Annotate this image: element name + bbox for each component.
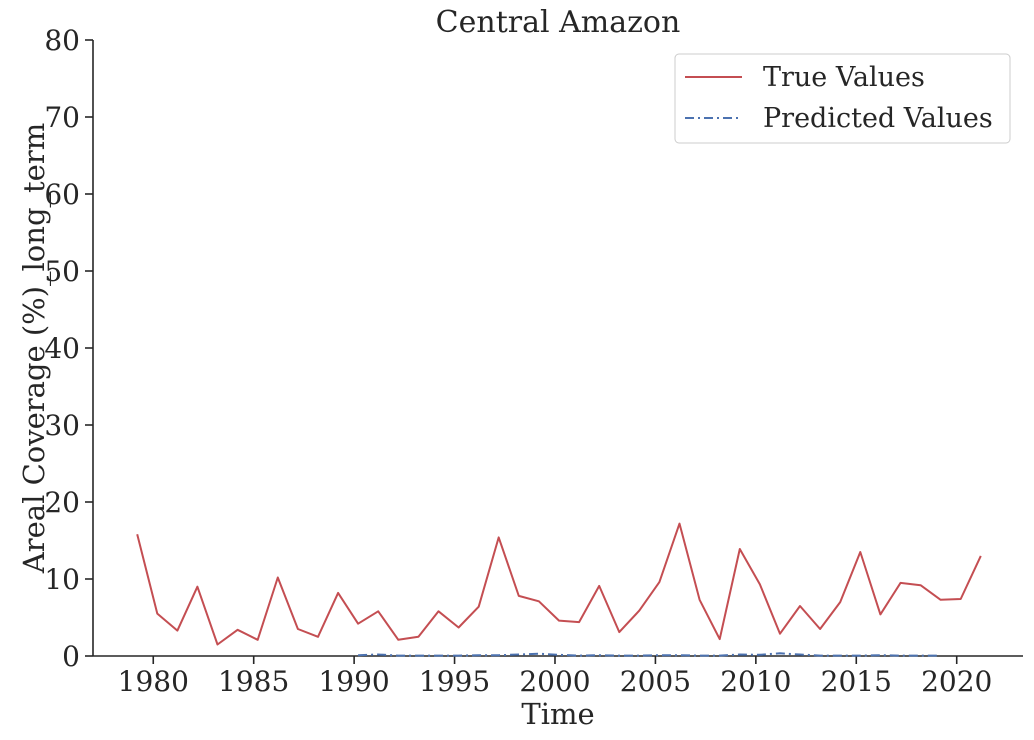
legend-box — [674, 53, 1011, 144]
y-tick-label: 20 — [44, 486, 80, 519]
x-tick-label: 1985 — [218, 665, 289, 698]
y-tick-label: 50 — [44, 255, 80, 288]
x-tick-label: 2015 — [821, 665, 892, 698]
series-line-predicted-values — [358, 652, 941, 657]
x-tick-label: 2010 — [720, 665, 791, 698]
series-line-true-values — [136, 522, 982, 646]
x-tick-label: 1990 — [318, 665, 389, 698]
y-tick-label: 60 — [44, 178, 80, 211]
y-tick-label: 40 — [44, 332, 80, 365]
x-tick-label: 1995 — [419, 665, 490, 698]
y-axis-label: Areal Coverage (%)_long_term — [17, 123, 52, 574]
y-tick-label: 0 — [62, 640, 80, 673]
y-tick-label: 30 — [44, 409, 80, 442]
legend-label-true-values: True Values — [763, 62, 925, 93]
chart-title: Central Amazon — [436, 5, 681, 40]
y-tick-label: 80 — [44, 24, 80, 57]
legend: True Values Predicted Values — [674, 53, 1011, 144]
legend-label-predicted-values: Predicted Values — [763, 103, 993, 134]
series-layer — [136, 522, 982, 657]
x-axis-label: Time — [521, 697, 594, 731]
x-tick-label: 2000 — [519, 665, 590, 698]
x-axis-ticks: 1980 1985 1990 1995 2000 2005 2010 2015 2020 — [118, 656, 992, 698]
x-tick-label: 2005 — [620, 665, 691, 698]
y-axis-ticks: 0 10 20 30 40 50 60 70 80 — [44, 24, 93, 673]
y-tick-label: 10 — [44, 563, 80, 596]
x-tick-label: 2020 — [921, 665, 992, 698]
y-tick-label: 70 — [44, 101, 80, 134]
x-tick-label: 1980 — [118, 665, 189, 698]
